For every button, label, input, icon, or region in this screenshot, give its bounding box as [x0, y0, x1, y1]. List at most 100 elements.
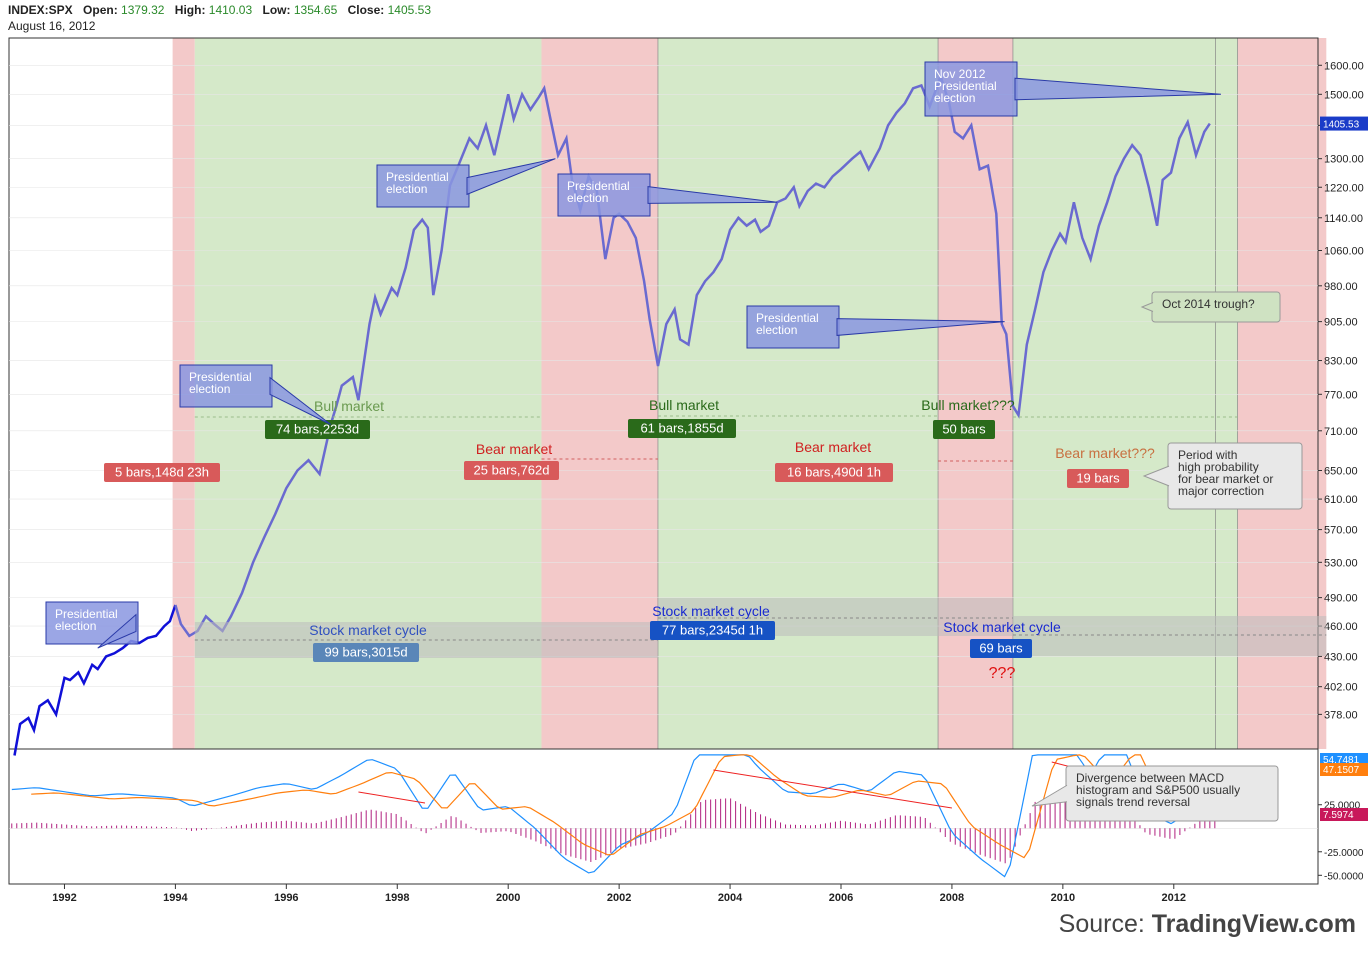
symbol-label: INDEX:SPX	[8, 3, 73, 17]
presidential-2012-bubble	[924, 61, 1018, 117]
macd-value-badge	[1320, 753, 1368, 766]
bars-77-label-box	[650, 621, 775, 640]
year-tick-label: 1994	[163, 892, 188, 904]
year-tick-label: 1996	[274, 892, 298, 904]
bars-77-label: 77 bars,2345d 1h	[662, 623, 763, 638]
presidential-2012-text: election	[934, 91, 975, 105]
price-tick-label: 530.00	[1324, 557, 1358, 569]
presidential-2004-bubble	[557, 173, 651, 217]
price-tick-label: 1300.00	[1324, 154, 1364, 166]
price-tick-label: 430.00	[1324, 651, 1358, 663]
presidential-2000-text: election	[386, 182, 427, 196]
presidential-1992-text: election	[55, 619, 96, 633]
presidential-1996-text: election	[189, 382, 230, 396]
divergence-note-pointer	[1031, 784, 1068, 807]
chart-header: INDEX:SPX Open: 1379.32 High: 1410.03 Lo…	[8, 2, 431, 34]
year-tick-label: 2006	[829, 892, 853, 904]
bars-61-label: 61 bars,1855d	[640, 421, 723, 436]
presidential-2004-text: Presidential	[567, 179, 630, 193]
stock-cycle-label: Stock market cycle	[309, 622, 427, 638]
bars-69-label-box	[970, 639, 1032, 658]
bars-5-label: 5 bars,148d 23h	[115, 465, 209, 480]
price-tick-label: 905.00	[1324, 317, 1358, 329]
bars-19-label: 19 bars	[1076, 471, 1120, 486]
bars-16-label-box	[775, 463, 893, 482]
last-price-badge	[1320, 116, 1368, 131]
price-tick-label: 1140.00	[1324, 213, 1363, 225]
price-tick-label: 490.00	[1324, 593, 1358, 605]
presidential-2012-text: Nov 2012	[934, 67, 986, 81]
price-tick-label: 1500.00	[1324, 89, 1364, 101]
bull-phase-shade	[657, 38, 939, 749]
year-tick-label: 2000	[496, 892, 520, 904]
presidential-2012-pointer	[1014, 77, 1221, 101]
divergence-note-text: Divergence between MACD	[1076, 771, 1224, 785]
question-marks: ???	[989, 665, 1016, 682]
stock-cycle-label: Stock market cycle	[943, 619, 1061, 635]
bars-50-label: 50 bars	[942, 422, 986, 437]
presidential-2008-text: Presidential	[756, 311, 819, 325]
presidential-2000-bubble	[376, 164, 470, 208]
presidential-2008-pointer	[836, 318, 1005, 336]
signal-line	[31, 754, 1235, 859]
price-tick-label: 610.00	[1324, 494, 1358, 506]
bars-69-label: 69 bars	[979, 641, 1023, 656]
macd-value-label: 54.7481	[1323, 755, 1360, 766]
bull-market-label: Bull market	[649, 397, 719, 413]
bear-period-note-text: major correction	[1178, 484, 1264, 498]
divergence-arrow	[713, 769, 953, 809]
price-tick-label: 770.00	[1324, 389, 1358, 401]
bars-25-label-box	[464, 461, 559, 480]
divergence-note-text: histogram and S&P500 usually	[1076, 783, 1240, 797]
bars-5-label-box	[104, 463, 220, 482]
price-tick-label: 830.00	[1324, 356, 1358, 368]
price-tick-label: 460.00	[1324, 621, 1358, 633]
low-value: 1354.65	[293, 3, 338, 17]
presidential-1992-text: Presidential	[55, 607, 118, 621]
presidential-2000-pointer	[466, 158, 556, 196]
bear-period-note-text: Period with	[1178, 448, 1237, 462]
macd-value-badge	[1320, 808, 1368, 821]
macd-value-badge	[1320, 763, 1368, 776]
cycle-band	[1012, 616, 1327, 656]
close-value: 1405.53	[387, 3, 432, 17]
price-line	[174, 72, 1211, 638]
bars-25-label: 25 bars,762d	[474, 463, 550, 478]
divergence-note-text: signals trend reversal	[1076, 795, 1190, 809]
price-tick-label: 1220.00	[1324, 182, 1364, 194]
bull-market-q-label: Bull market???	[921, 397, 1015, 413]
presidential-1996-bubble	[179, 364, 273, 408]
source-credit: Source: TradingView.com	[1059, 910, 1356, 939]
bear-market-label: Bear market	[476, 441, 552, 457]
source-name: TradingView.com	[1151, 910, 1356, 938]
bars-74-label-box	[265, 420, 370, 439]
stock-cycle-label: Stock market cycle	[652, 603, 770, 619]
presidential-1996-text: Presidential	[189, 370, 252, 384]
chart-frame	[8, 37, 1319, 885]
presidential-1992-pointer	[97, 613, 137, 649]
date-label: August 16, 2012	[8, 19, 96, 33]
close-label: Close:	[347, 3, 385, 17]
oct-2014-note-text: Oct 2014 trough?	[1162, 297, 1255, 311]
year-tick-label: 1992	[52, 892, 76, 904]
price-tick-label: 650.00	[1324, 466, 1358, 478]
bars-74-label: 74 bars,2253d	[276, 422, 359, 437]
high-label: High:	[174, 3, 206, 17]
open-value: 1379.32	[121, 3, 165, 17]
bear-period-note-pointer	[1142, 465, 1170, 487]
bear-period-note-text: high probability	[1178, 460, 1259, 474]
low-label: Low:	[262, 3, 291, 17]
year-tick-label: 2012	[1162, 892, 1186, 904]
price-tick-label: 980.00	[1324, 281, 1358, 293]
bear-market-q-label: Bear market???	[1055, 445, 1155, 461]
price-tick-label: 378.00	[1324, 709, 1358, 721]
high-value: 1410.03	[208, 3, 253, 17]
macd-tick-label: -25.0000	[1324, 848, 1364, 859]
bear-market-label: Bear market	[795, 439, 871, 455]
presidential-2004-pointer	[647, 186, 778, 204]
bull-market-label: Bull market	[314, 398, 384, 414]
price-chart[interactable]: 1600.001500.001400.001300.001220.001140.…	[0, 0, 1370, 905]
presidential-2004-text: election	[567, 191, 608, 205]
source-prefix: Source:	[1058, 910, 1152, 938]
price-tick-label: 1600.00	[1324, 60, 1364, 72]
